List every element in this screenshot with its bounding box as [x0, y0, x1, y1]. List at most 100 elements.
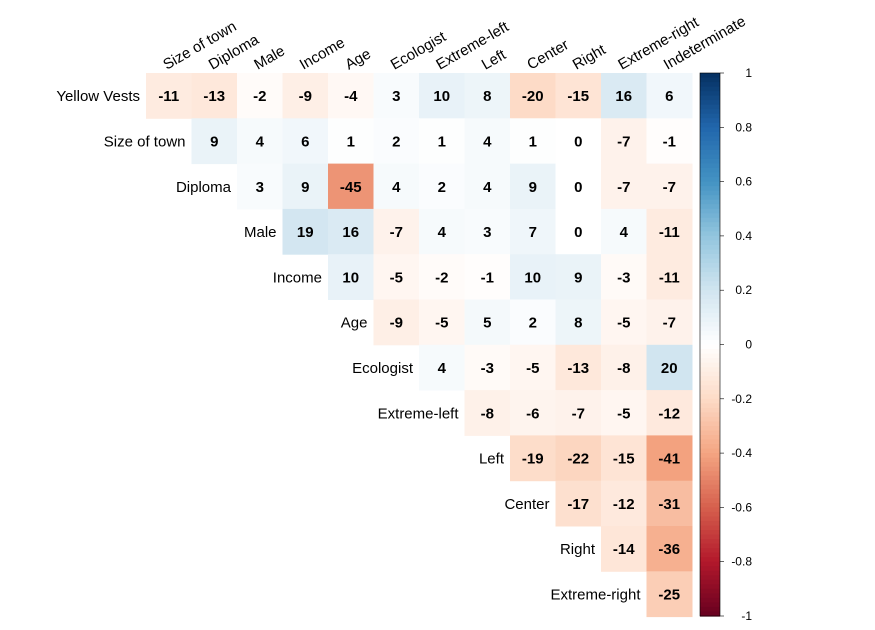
heatmap-cell [237, 163, 283, 210]
row-label: Yellow Vests [56, 88, 140, 105]
cell-value: -7 [617, 179, 630, 196]
heatmap-cell [373, 254, 420, 300]
heatmap-cell [373, 163, 420, 210]
colorbar-segment [700, 100, 720, 106]
cell-value: -13 [203, 88, 225, 105]
colorbar-segment [700, 226, 720, 232]
heatmap-cell [328, 208, 374, 255]
heatmap-cell [646, 118, 693, 165]
colorbar-tick-label: 0 [745, 338, 752, 352]
cell-value: 4 [438, 360, 447, 377]
heatmap-cell [419, 208, 465, 255]
colorbar-segment [700, 281, 720, 287]
cell-value: -25 [658, 586, 680, 603]
colorbar-segment [700, 471, 720, 477]
colorbar: 1 0.8 0.6 0.4 0.2 0 -0.2 -0.4 -0.6 -0.8 -1 [699, 66, 752, 623]
cell-value: -12 [658, 405, 680, 422]
heatmap-cell [646, 435, 693, 482]
cell-value: -3 [481, 360, 494, 377]
heatmap-cell [464, 118, 511, 165]
row-labels: Yellow Vests Size of town Diploma Male Incom… [56, 88, 641, 603]
colorbar-segment [700, 213, 720, 219]
colorbar-segment [700, 507, 720, 513]
heatmap-cell [282, 208, 329, 255]
colorbar-segment [700, 267, 720, 273]
colorbar-segment [700, 158, 720, 165]
cell-value: 1 [529, 133, 537, 150]
heatmap-cell [328, 118, 374, 165]
colorbar-segment [700, 235, 720, 242]
heatmap-cell [601, 526, 647, 572]
heatmap-cell [510, 299, 556, 346]
cell-value: -8 [617, 360, 630, 377]
colorbar-segment [700, 584, 720, 590]
heatmap-cell [555, 480, 602, 527]
colorbar-segment [700, 525, 720, 531]
heatmap-cell [646, 480, 693, 527]
colorbar-segment [700, 321, 720, 327]
colorbar-segment [700, 186, 720, 192]
colorbar-segment [700, 95, 720, 101]
cell-value: -7 [390, 224, 403, 241]
colorbar-segment [700, 131, 720, 137]
heatmap-cell [419, 254, 465, 300]
colorbar-segment [700, 543, 720, 549]
colorbar-segment [700, 240, 720, 246]
colorbar-segment [700, 181, 720, 187]
cell-values: -11 -13 -2 -9 -4 3 10 8 -20 -15 16 69 4 6 1 2 1 4 1 0 -7 -13 9… [158, 88, 680, 603]
cell-value: -19 [522, 451, 544, 468]
colorbar-tick-label: -0.4 [731, 446, 752, 460]
heatmap-cell [555, 390, 602, 436]
heatmap-cells [146, 73, 693, 618]
heatmap-cell [601, 163, 647, 210]
colorbar-tick-label: -0.8 [731, 555, 752, 569]
cell-value: -22 [567, 451, 589, 468]
cell-value: 10 [342, 269, 359, 286]
colorbar-segment [700, 168, 720, 174]
cell-value: 9 [574, 269, 582, 286]
row-label: Male [244, 224, 277, 241]
cell-value: 16 [615, 88, 632, 105]
colorbar-segment [700, 113, 720, 119]
colorbar-segment [700, 403, 720, 409]
colorbar-segment [700, 190, 720, 196]
colorbar-segment [700, 362, 720, 368]
colorbar-segment [700, 611, 720, 617]
heatmap-cell [555, 73, 602, 119]
heatmap-cell [646, 344, 693, 391]
heatmap-cell [464, 208, 511, 255]
cell-value: -3 [617, 269, 630, 286]
colorbar-segment [700, 163, 720, 169]
cell-value: 2 [392, 133, 400, 150]
column-label: Right [570, 41, 610, 74]
colorbar-segment [700, 561, 720, 567]
cell-value: 9 [529, 179, 537, 196]
colorbar-segment [700, 339, 720, 346]
column-label: Age [342, 45, 374, 73]
cell-value: 2 [438, 179, 446, 196]
colorbar-segment [700, 602, 720, 608]
heatmap-cell [646, 571, 693, 618]
cell-value: 1 [347, 133, 355, 150]
heatmap-cell [646, 163, 693, 210]
cell-value: -14 [613, 541, 635, 558]
cell-value: -5 [617, 405, 630, 422]
heatmap-cell [419, 163, 465, 210]
colorbar-segment [700, 222, 720, 228]
cell-value: 9 [210, 133, 218, 150]
colorbar-segment [700, 109, 720, 115]
heatmap-cell [464, 390, 511, 436]
cell-value: -1 [663, 133, 676, 150]
colorbar-segment [700, 308, 720, 314]
cell-value: -20 [522, 88, 544, 105]
colorbar-segment [700, 588, 720, 594]
cell-value: 16 [342, 224, 359, 241]
cell-value: -17 [567, 496, 589, 513]
cell-value: -15 [613, 451, 635, 468]
colorbar-segment [700, 575, 720, 581]
colorbar-segment [700, 77, 720, 83]
heatmap-cell [464, 73, 511, 119]
heatmap-cell [464, 163, 511, 210]
colorbar-segment [700, 439, 720, 445]
